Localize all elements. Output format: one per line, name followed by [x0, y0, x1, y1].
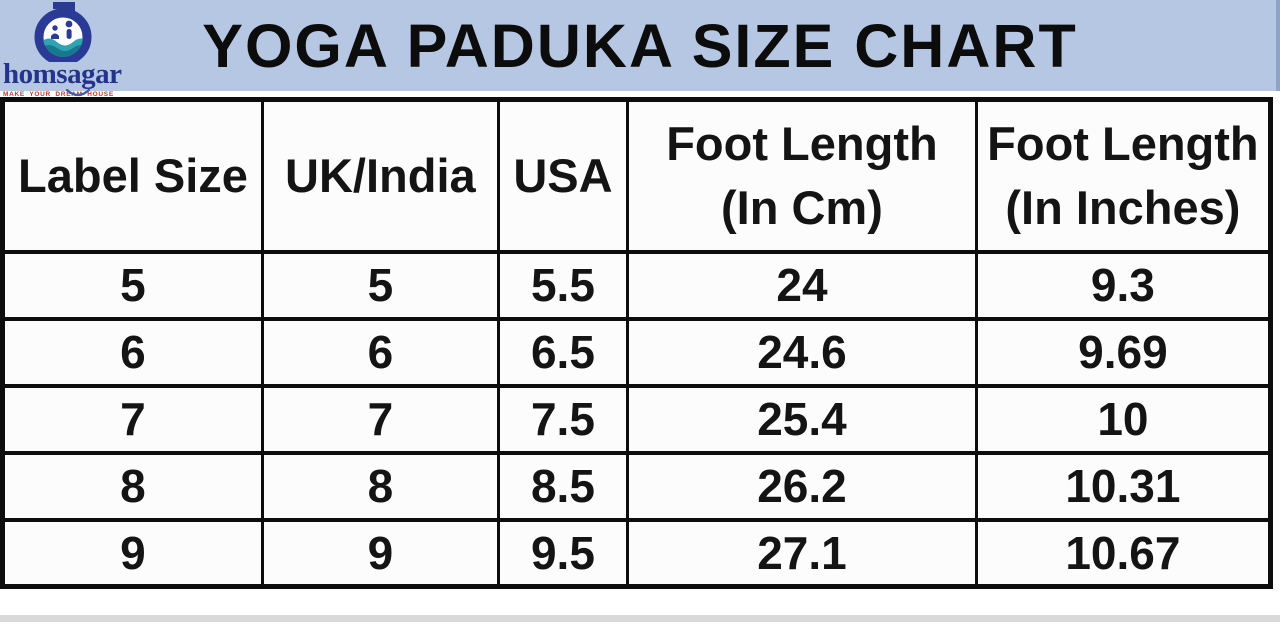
table-cell-foot-length-inches: 9.69	[974, 316, 1273, 388]
table-cell-foot-length-inches: 10.31	[974, 450, 1273, 522]
column-header-uk-india: UK/India	[260, 97, 500, 254]
table-cell-foot-length-cm: 24	[626, 249, 978, 321]
table-cell-uk-india: 5	[260, 249, 500, 321]
table-cell-foot-length-inches: 9.3	[974, 249, 1273, 321]
table-cell-usa: 5.5	[496, 249, 630, 321]
brand-tagline: MAKE YOUR DREAM HOUSE	[3, 91, 114, 98]
table-header-row: Label Size UK/India USA Foot Length (In …	[1, 97, 1273, 254]
column-header-foot-length-cm: Foot Length (In Cm)	[626, 97, 978, 254]
table-cell-usa: 9.5	[496, 517, 630, 589]
brand-logo: homsagar MAKE YOUR DREAM HOUSE	[3, 2, 143, 98]
table-cell-uk-india: 6	[260, 316, 500, 388]
table-cell-label-size: 7	[1, 383, 264, 455]
table-cell-usa: 7.5	[496, 383, 630, 455]
table-cell-usa: 6.5	[496, 316, 630, 388]
homsagar-logo-icon	[34, 2, 92, 62]
table-cell-uk-india: 8	[260, 450, 500, 522]
table-row: 7 7 7.5 25.4 10	[1, 383, 1273, 455]
table-cell-foot-length-cm: 26.2	[626, 450, 978, 522]
table-cell-foot-length-cm: 24.6	[626, 316, 978, 388]
header-line: Foot Length	[666, 117, 938, 171]
table-cell-foot-length-cm: 25.4	[626, 383, 978, 455]
table-cell-foot-length-inches: 10.67	[974, 517, 1273, 589]
bottom-edge-strip	[0, 615, 1280, 622]
banner-right-edge	[1276, 0, 1280, 91]
column-header-usa: USA	[496, 97, 630, 254]
header-line: (In Cm)	[721, 180, 883, 234]
table-cell-foot-length-inches: 10	[974, 383, 1273, 455]
brand-swoosh-icon	[65, 88, 91, 97]
brand-name: homsagar	[3, 58, 122, 90]
header-line: USA	[513, 149, 613, 203]
table-cell-label-size: 9	[1, 517, 264, 589]
table-row: 6 6 6.5 24.6 9.69	[1, 316, 1273, 388]
table-cell-foot-length-cm: 27.1	[626, 517, 978, 589]
header-line: UK/India	[285, 149, 476, 203]
size-chart-table: Label Size UK/India USA Foot Length (In …	[0, 97, 1273, 589]
header-line: Foot Length	[987, 117, 1259, 171]
table-cell-label-size: 6	[1, 316, 264, 388]
column-header-foot-length-inches: Foot Length (In Inches)	[974, 97, 1273, 254]
table-row: 9 9 9.5 27.1 10.67	[1, 517, 1273, 589]
table-cell-uk-india: 9	[260, 517, 500, 589]
header-line: Label Size	[18, 149, 248, 203]
page-title: YOGA PADUKA SIZE CHART	[202, 11, 1078, 80]
table-body: 5 5 5.5 24 9.3 6 6 6.5 24.6 9.69 7 7 7.5…	[1, 249, 1273, 589]
table-cell-usa: 8.5	[496, 450, 630, 522]
title-banner: YOGA PADUKA SIZE CHART	[0, 0, 1280, 91]
table-row: 5 5 5.5 24 9.3	[1, 249, 1273, 321]
table-cell-uk-india: 7	[260, 383, 500, 455]
table-row: 8 8 8.5 26.2 10.31	[1, 450, 1273, 522]
table-cell-label-size: 5	[1, 249, 264, 321]
table-cell-label-size: 8	[1, 450, 264, 522]
header-line: (In Inches)	[1005, 180, 1241, 234]
column-header-label-size: Label Size	[1, 97, 264, 254]
